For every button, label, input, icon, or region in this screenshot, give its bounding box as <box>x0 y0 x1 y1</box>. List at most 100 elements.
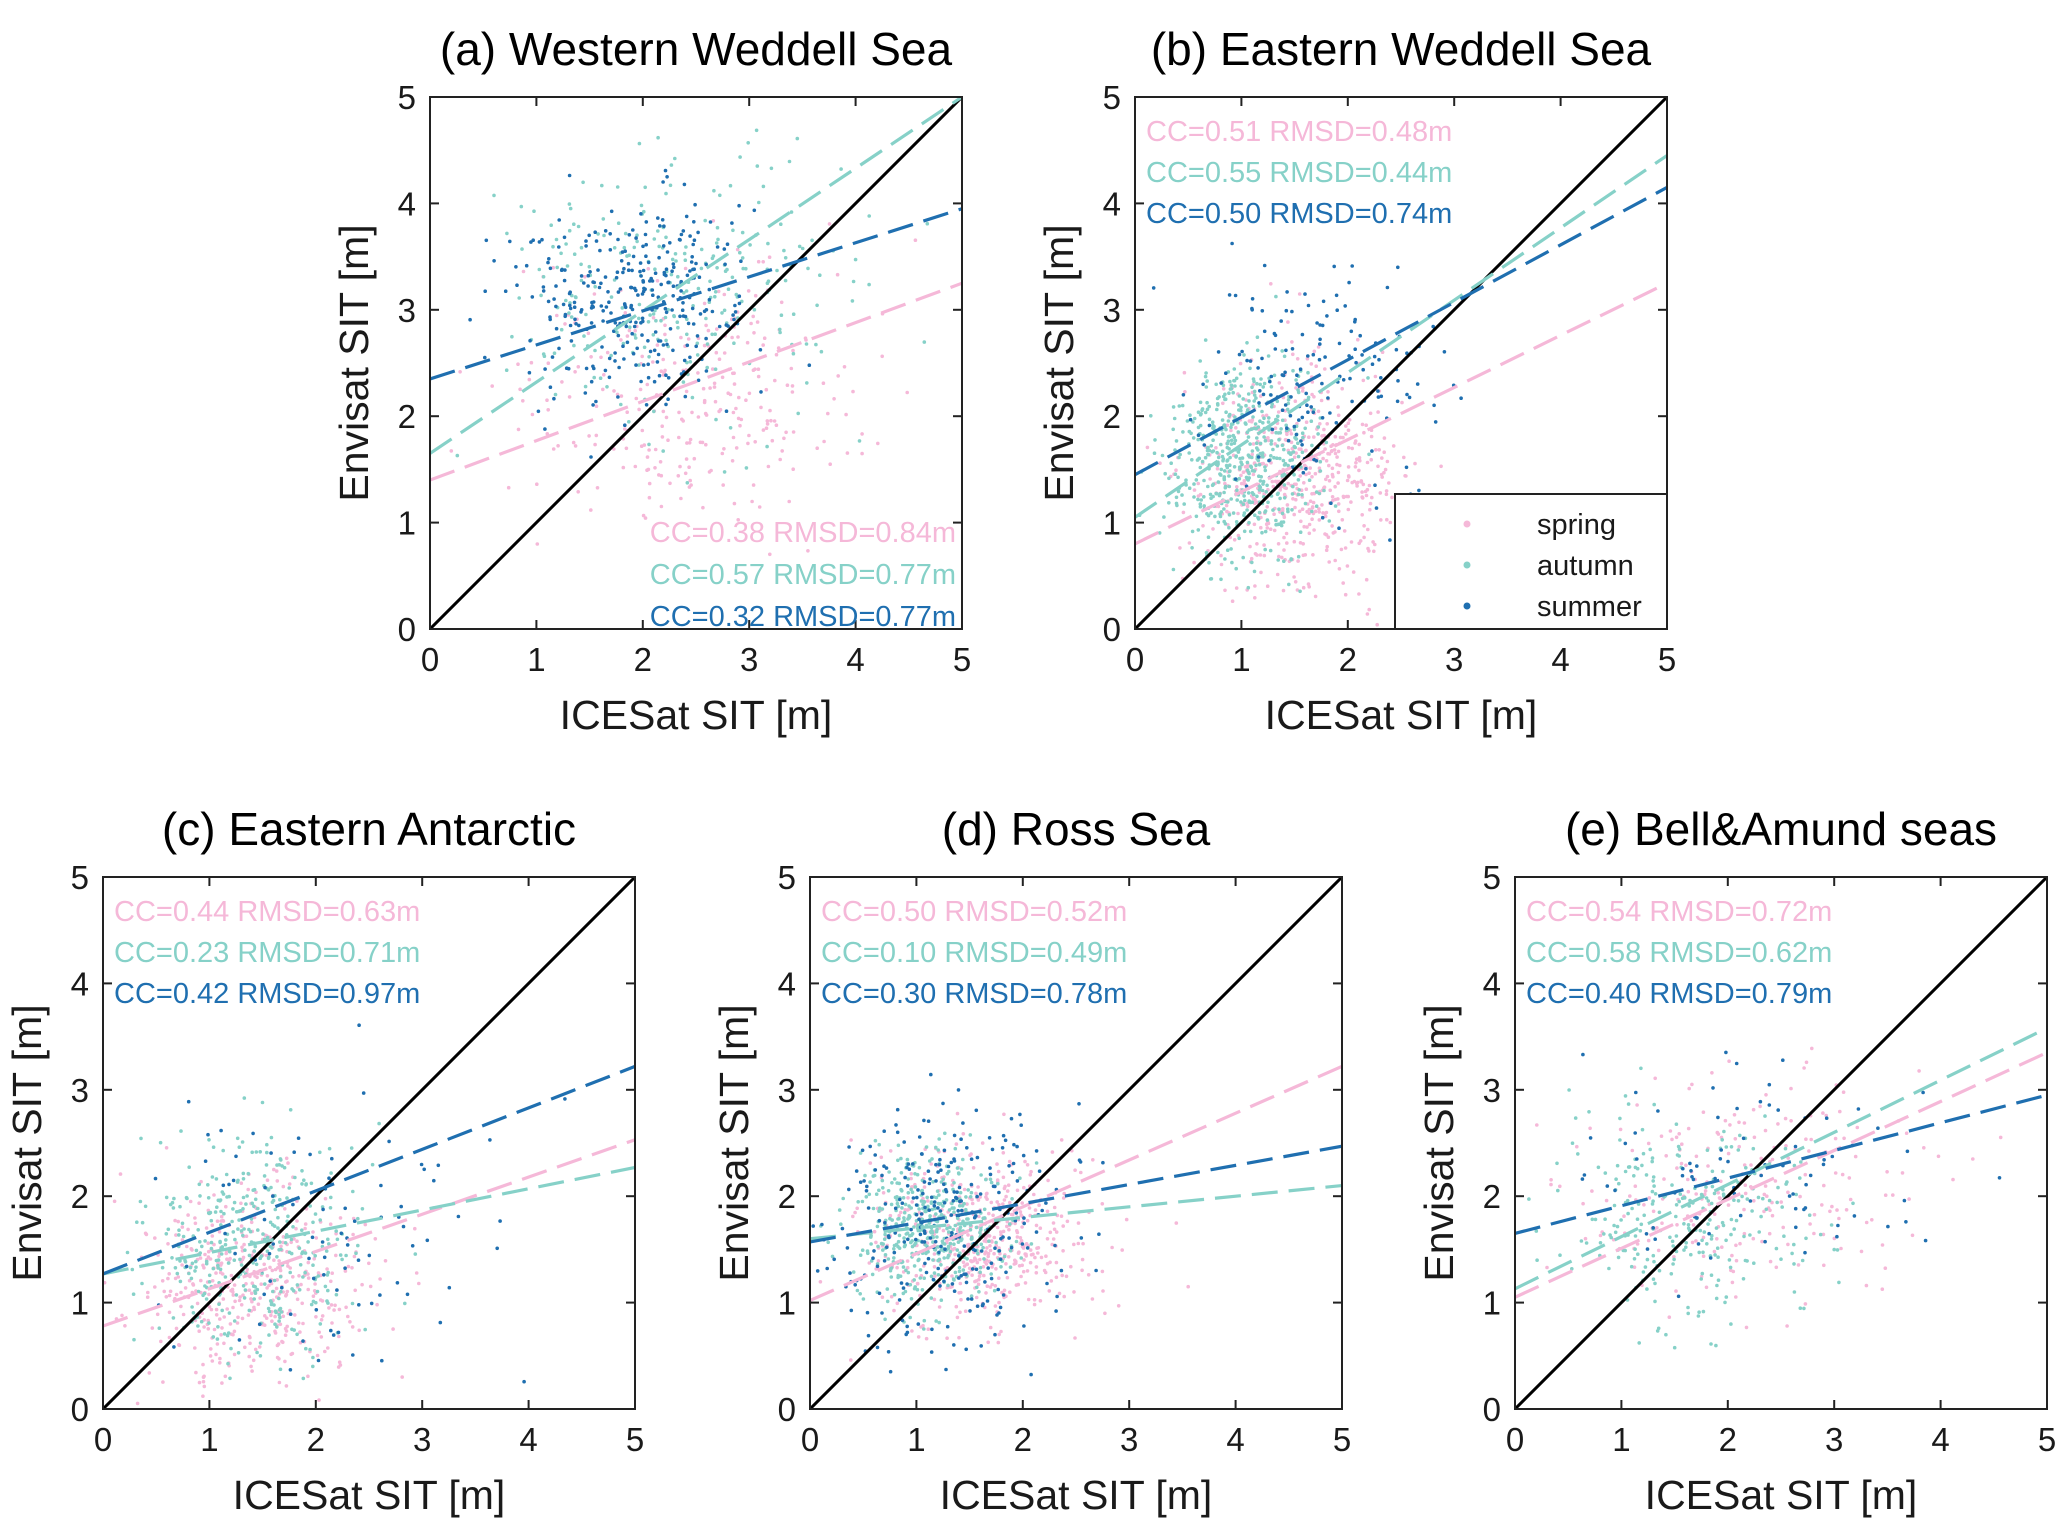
point-spring <box>1330 466 1335 471</box>
point-spring <box>653 466 657 470</box>
point-spring <box>1244 398 1248 402</box>
point-summer <box>917 1217 921 1222</box>
point-autumn <box>1612 1203 1617 1208</box>
point-autumn <box>888 1216 892 1221</box>
point-autumn <box>306 1240 310 1244</box>
point-summer <box>873 1168 878 1172</box>
point-summer <box>625 340 630 345</box>
point-autumn <box>1256 515 1260 520</box>
point-spring <box>1762 1192 1767 1197</box>
point-summer <box>923 1261 927 1266</box>
point-spring <box>277 1380 282 1385</box>
point-autumn <box>1242 511 1247 515</box>
point-autumn <box>714 241 719 245</box>
point-autumn <box>616 221 621 225</box>
point-spring <box>239 1303 244 1307</box>
point-autumn <box>934 1212 938 1216</box>
point-autumn <box>728 426 733 430</box>
point-spring <box>587 434 591 438</box>
point-autumn <box>1225 465 1230 470</box>
point-spring <box>1646 1238 1651 1243</box>
point-autumn <box>1670 1239 1675 1244</box>
point-summer <box>684 214 689 219</box>
point-autumn <box>220 1245 225 1249</box>
point-spring <box>1715 1130 1720 1135</box>
point-spring <box>1333 484 1337 489</box>
point-spring <box>1382 436 1387 440</box>
point-autumn <box>1224 427 1228 432</box>
point-summer <box>663 168 668 173</box>
point-summer <box>1329 501 1333 506</box>
point-autumn <box>622 245 627 250</box>
point-autumn <box>896 1275 900 1280</box>
point-autumn <box>1289 557 1293 562</box>
point-autumn <box>1579 1239 1584 1243</box>
axes-box <box>429 96 963 630</box>
point-autumn <box>912 1264 917 1268</box>
point-summer <box>1718 1157 1723 1161</box>
point-summer <box>621 270 625 275</box>
point-autumn <box>219 1209 223 1214</box>
point-autumn <box>713 367 718 372</box>
point-spring <box>1019 1239 1024 1243</box>
point-autumn <box>1282 496 1287 500</box>
point-spring <box>238 1295 242 1299</box>
stat-label-spring: CC=0.38 RMSD=0.84m <box>650 517 956 549</box>
point-autumn <box>1149 414 1153 418</box>
point-autumn <box>1260 488 1265 493</box>
point-summer <box>1696 1242 1701 1246</box>
point-spring <box>634 396 639 401</box>
point-summer <box>267 1251 272 1256</box>
point-summer <box>952 1133 957 1138</box>
point-spring <box>1028 1173 1033 1177</box>
point-summer <box>609 311 613 315</box>
point-spring <box>985 1284 990 1288</box>
point-spring <box>1581 1201 1585 1206</box>
point-spring <box>185 1244 189 1249</box>
point-spring <box>201 1394 205 1398</box>
point-autumn <box>267 1333 271 1337</box>
point-autumn <box>311 1220 315 1225</box>
point-autumn <box>688 360 693 364</box>
point-spring <box>1317 507 1321 511</box>
point-summer <box>957 1276 961 1280</box>
point-summer <box>1097 1232 1101 1236</box>
point-spring <box>1763 1184 1768 1188</box>
point-summer <box>658 224 662 228</box>
point-summer <box>730 221 734 225</box>
point-autumn <box>1710 1233 1714 1238</box>
point-spring <box>1278 485 1283 490</box>
point-autumn <box>861 1297 866 1301</box>
point-summer <box>405 1292 410 1297</box>
point-autumn <box>939 1212 944 1217</box>
point-autumn <box>897 1216 901 1221</box>
point-spring <box>1250 418 1255 422</box>
point-autumn <box>1220 418 1225 422</box>
point-summer <box>932 1204 937 1208</box>
point-spring <box>757 505 762 509</box>
point-spring <box>1798 1194 1802 1199</box>
point-autumn <box>718 193 722 198</box>
point-autumn <box>1258 479 1263 483</box>
point-summer <box>957 1254 961 1258</box>
point-spring <box>738 423 742 428</box>
point-spring <box>1013 1221 1017 1226</box>
point-autumn <box>279 1158 283 1162</box>
point-autumn <box>1645 1287 1649 1291</box>
point-spring <box>1052 1227 1057 1232</box>
point-summer <box>586 284 590 288</box>
point-spring <box>692 456 697 461</box>
point-spring <box>1325 544 1329 549</box>
point-autumn <box>782 248 786 253</box>
point-summer <box>922 1118 926 1123</box>
point-spring <box>1034 1223 1039 1228</box>
point-summer <box>868 1144 872 1149</box>
point-summer <box>1306 303 1311 308</box>
point-autumn <box>955 1216 960 1220</box>
point-spring <box>1305 356 1310 361</box>
point-spring <box>1301 386 1305 390</box>
point-spring <box>267 1283 271 1288</box>
point-autumn <box>283 1241 288 1245</box>
point-spring <box>897 1213 901 1218</box>
point-summer <box>1009 1245 1014 1250</box>
